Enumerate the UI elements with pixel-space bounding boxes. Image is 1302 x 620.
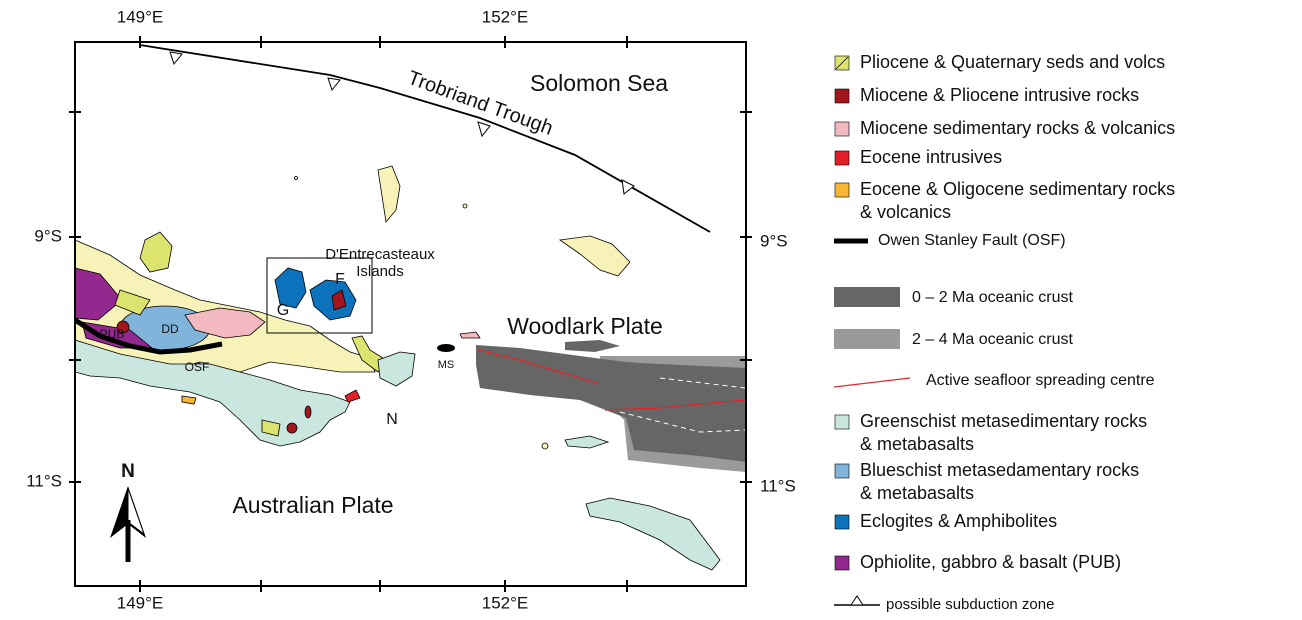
small-island: [378, 166, 400, 222]
legend-swatch: [835, 515, 849, 529]
intrusive: [305, 406, 311, 418]
legend-label: Miocene & Pliocene intrusive rocks: [860, 85, 1139, 105]
legend-label: & volcanics: [860, 202, 951, 222]
islet: [463, 204, 467, 208]
legend-label: Owen Stanley Fault (OSF): [878, 232, 1066, 249]
legend-label: Greenschist metasedimentary rocks: [860, 411, 1147, 431]
dentrecasteaux: D'Entrecasteaux: [325, 246, 435, 263]
top-label: 152°E: [482, 7, 529, 26]
small-island: [460, 332, 480, 338]
subduction-tooth: [328, 78, 340, 90]
g-label: G: [277, 302, 289, 319]
legend-swatch: [835, 464, 849, 478]
subduction-tooth: [478, 122, 490, 136]
subduction-tooth: [170, 52, 182, 64]
eocene-intrusive: [345, 390, 360, 402]
woodlark-island: [560, 236, 630, 276]
osf-label: OSF: [185, 360, 210, 374]
left-label: 11°S: [26, 471, 62, 490]
ms-island: [437, 344, 455, 352]
legend-label: Eocene intrusives: [860, 147, 1002, 167]
bottom-label: 152°E: [482, 593, 529, 612]
islet: [542, 443, 548, 449]
legend-line: [834, 378, 910, 387]
legend-label: possible subduction zone: [886, 596, 1054, 613]
legend-label: Active seafloor spreading centre: [926, 372, 1155, 389]
legend-swatch: [835, 183, 849, 197]
left-label: 9°S: [34, 226, 62, 245]
bottom-label: 149°E: [117, 593, 164, 612]
north-label: N: [121, 461, 135, 482]
legend-swatch: [835, 122, 849, 136]
right-label: 9°S: [760, 231, 788, 250]
legend-swatch: [835, 151, 849, 165]
pub-label: PUB: [100, 327, 125, 341]
islet: [295, 177, 298, 180]
legend-bar: [834, 287, 900, 307]
pliocene-volcs: [140, 232, 172, 272]
crust-0-2: [565, 340, 620, 352]
legend-bar: [834, 329, 900, 349]
n-label: N: [386, 411, 398, 428]
geology-map: 149°E 152°E 149°E 152°E 9°S 11°S 9°S 11°…: [0, 0, 1302, 620]
dd-label: DD: [161, 322, 179, 336]
legend-label: Blueschist metasedamentary rocks: [860, 460, 1139, 480]
legend-label: Eocene & Oligocene sedimentary rocks: [860, 179, 1175, 199]
legend-label: 0 – 2 Ma oceanic crust: [912, 289, 1074, 306]
woodlark-plate: Woodlark Plate: [507, 313, 663, 339]
legend-swatch: [835, 415, 849, 429]
australian-plate: Australian Plate: [232, 492, 393, 518]
f-label: F: [335, 271, 345, 288]
legend-swatch: [835, 89, 849, 103]
top-label: 149°E: [117, 7, 164, 26]
legend-label: & metabasalts: [860, 483, 974, 503]
legend-label: Ophiolite, gabbro & basalt (PUB): [860, 552, 1121, 572]
solomon-sea: Solomon Sea: [530, 70, 668, 96]
legend-label: & metabasalts: [860, 434, 974, 454]
legend-label: 2 – 4 Ma oceanic crust: [912, 331, 1074, 348]
intrusive: [287, 423, 297, 433]
dentrecasteaux: Islands: [356, 263, 404, 280]
legend-label: Miocene sedimentary rocks & volcanics: [860, 118, 1175, 138]
right-label: 11°S: [760, 476, 796, 495]
legend-swatch: [835, 556, 849, 570]
legend-label: Eclogites & Amphibolites: [860, 511, 1057, 531]
greenschist-island: [586, 498, 720, 570]
greenschist-island: [565, 436, 608, 448]
eocene-sediments: [182, 396, 196, 404]
legend-tooth: [851, 596, 863, 605]
ms-label: MS: [438, 359, 455, 371]
subduction-tooth: [622, 180, 634, 194]
legend: Pliocene & Quaternary seds and volcs Mioc…: [834, 52, 1175, 613]
n-greenschist: [378, 352, 415, 386]
legend-label: Pliocene & Quaternary seds and volcs: [860, 52, 1165, 72]
